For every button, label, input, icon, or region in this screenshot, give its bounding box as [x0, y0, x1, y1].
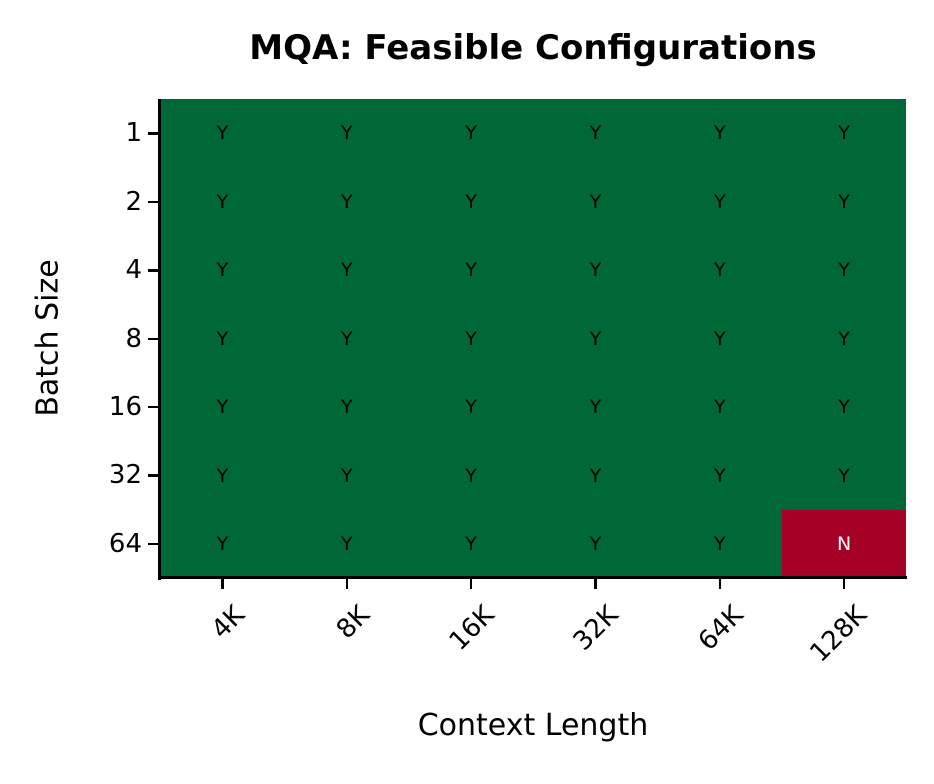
heatmap-cell: Y [657, 167, 783, 237]
heatmap-cell: Y [160, 235, 285, 305]
heatmap-cell: Y [284, 167, 410, 237]
x-tick-mark [221, 578, 224, 589]
heatmap-cell: Y [408, 304, 534, 374]
heatmap-cell: Y [781, 372, 907, 442]
x-tick-label: 32K [567, 600, 625, 657]
x-tick-mark [842, 578, 846, 589]
heatmap-cell: Y [408, 372, 534, 442]
heatmap-cell: Y [284, 99, 410, 168]
heatmap-cell: Y [657, 304, 783, 374]
heatmap-cell: Y [284, 372, 410, 442]
x-tick-label: 16K [443, 600, 501, 657]
heatmap-cell: N [781, 509, 907, 579]
heatmap-cell: Y [533, 372, 658, 442]
heatmap-cell: Y [533, 509, 658, 579]
x-tick-mark [469, 578, 473, 589]
chart-title: MQA: Feasible Configurations [249, 28, 817, 68]
heatmap-cell: Y [657, 372, 783, 442]
x-tick-mark [345, 578, 348, 589]
y-tick-label: 16 [108, 391, 142, 422]
y-tick-mark [148, 269, 159, 272]
heatmap-cell: Y [781, 441, 907, 511]
y-tick-mark [148, 132, 159, 135]
y-tick-mark [148, 474, 159, 477]
x-tick-label: 8K [330, 600, 376, 645]
heatmap-cell: Y [408, 509, 534, 579]
heatmap-cell: Y [160, 304, 285, 374]
x-axis-line [158, 576, 907, 579]
x-tick-label: 64K [692, 600, 749, 657]
heatmap-cell: Y [781, 235, 907, 305]
heatmap-cell: Y [533, 304, 658, 374]
heatmap-cell: Y [657, 441, 783, 511]
y-tick-mark [148, 200, 159, 204]
heatmap-cell: Y [533, 235, 658, 305]
x-tick-label: 128K [804, 600, 873, 669]
x-tick-label: 4K [205, 600, 251, 645]
heatmap-cell: Y [160, 372, 285, 442]
heatmap-cell: Y [284, 235, 410, 305]
heatmap-cell: Y [533, 441, 658, 511]
x-axis-label: Context Length [417, 708, 649, 743]
y-tick-label: 32 [108, 460, 142, 491]
heatmap-cell: Y [160, 99, 285, 168]
heatmap-cell: Y [657, 99, 783, 168]
y-tick-label: 64 [108, 528, 142, 559]
heatmap-cell: Y [408, 167, 534, 237]
y-tick-label: 1 [125, 118, 142, 149]
heatmap-cell: Y [781, 99, 907, 168]
heatmap-cell: Y [657, 509, 783, 579]
heatmap-cell: Y [533, 99, 658, 168]
heatmap-cell: Y [533, 167, 658, 237]
x-tick-mark [718, 578, 721, 589]
y-tick-label: 2 [125, 186, 142, 217]
heatmap-cell: Y [160, 167, 285, 237]
y-tick-label: 4 [125, 255, 142, 286]
y-tick-mark [148, 405, 159, 409]
heatmap-cell: Y [408, 441, 534, 511]
heatmap-cell: Y [408, 99, 534, 168]
heatmap-cell: Y [160, 441, 285, 511]
y-tick-mark [148, 337, 159, 340]
y-axis-line [158, 99, 161, 580]
y-tick-mark [148, 542, 159, 546]
heatmap-cell: Y [284, 441, 410, 511]
y-axis-label: Batch Size [30, 259, 66, 417]
heatmap-cell: Y [284, 304, 410, 374]
y-tick-label: 8 [125, 323, 142, 354]
heatmap-cell: Y [781, 167, 907, 237]
heatmap-cell: Y [408, 235, 534, 305]
heatmap-cell: Y [160, 509, 285, 579]
x-tick-mark [594, 578, 597, 589]
heatmap-cell: Y [657, 235, 783, 305]
heatmap-cell: Y [284, 509, 410, 579]
heatmap-cell: Y [781, 304, 907, 374]
